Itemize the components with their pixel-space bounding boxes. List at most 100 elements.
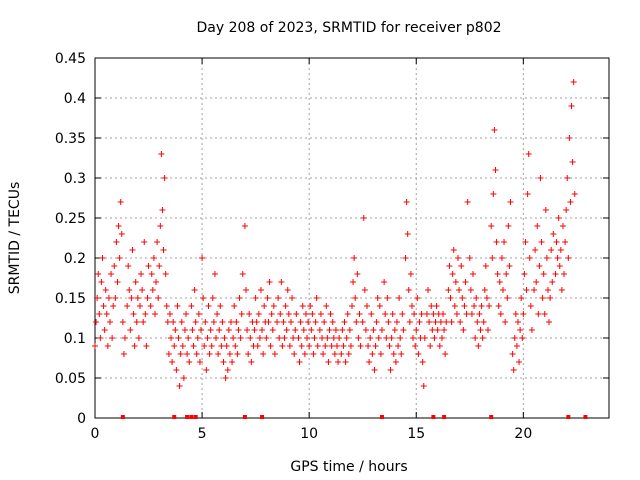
data-point <box>290 335 297 341</box>
x-event-marker <box>431 415 436 419</box>
data-point <box>410 335 417 341</box>
data-point <box>291 351 298 357</box>
data-point <box>479 335 486 341</box>
data-point <box>308 327 315 333</box>
data-point <box>559 223 566 229</box>
data-point <box>252 295 259 301</box>
data-point <box>547 295 554 301</box>
data-point <box>340 343 347 349</box>
y-tick-label: 0.1 <box>64 331 86 347</box>
data-point <box>432 319 439 325</box>
data-point <box>365 343 372 349</box>
data-point <box>391 327 398 333</box>
data-point <box>224 367 231 373</box>
data-point <box>565 255 572 261</box>
data-point <box>390 351 397 357</box>
data-point <box>356 311 363 317</box>
data-point <box>468 311 475 317</box>
data-point <box>493 239 500 245</box>
data-point <box>414 295 421 301</box>
data-point <box>534 223 541 229</box>
data-point <box>509 351 516 357</box>
data-point <box>570 79 577 85</box>
data-point <box>445 287 452 293</box>
data-point <box>375 335 382 341</box>
data-point <box>478 303 485 309</box>
data-point <box>491 127 498 133</box>
data-point <box>143 343 150 349</box>
data-point <box>527 303 534 309</box>
data-point <box>234 351 241 357</box>
data-point <box>92 343 98 349</box>
data-point <box>100 303 107 309</box>
data-point <box>482 263 489 269</box>
data-point <box>102 287 109 293</box>
data-point <box>238 311 245 317</box>
data-point <box>141 239 148 245</box>
data-point <box>186 359 193 365</box>
data-point <box>237 335 244 341</box>
data-point <box>126 287 133 293</box>
data-point <box>342 359 349 365</box>
data-point <box>207 327 214 333</box>
data-point <box>456 287 463 293</box>
data-point <box>134 295 141 301</box>
x-event-marker <box>242 415 247 419</box>
data-point <box>376 303 383 309</box>
data-point <box>452 279 459 285</box>
data-point <box>542 207 549 213</box>
data-point <box>548 247 555 253</box>
y-tick-label: 0.3 <box>64 171 86 187</box>
data-point <box>405 287 412 293</box>
data-point <box>519 335 526 341</box>
data-point <box>256 335 263 341</box>
x-event-marker <box>260 415 265 419</box>
data-point <box>441 327 448 333</box>
x-event-marker <box>583 415 588 419</box>
data-point <box>219 319 226 325</box>
data-point <box>393 319 400 325</box>
data-point <box>155 295 162 301</box>
data-point <box>411 311 418 317</box>
data-point <box>269 327 276 333</box>
data-point <box>537 175 544 181</box>
data-point <box>486 303 493 309</box>
data-point <box>144 295 151 301</box>
data-point <box>135 335 142 341</box>
x-event-marker <box>189 415 194 419</box>
data-point <box>566 135 573 141</box>
data-point <box>136 303 143 309</box>
x-event-marker <box>193 415 198 419</box>
data-point <box>386 343 393 349</box>
data-point <box>98 279 105 285</box>
data-point <box>512 311 519 317</box>
data-point <box>116 255 123 261</box>
data-point <box>242 287 249 293</box>
data-point <box>404 231 411 237</box>
data-point <box>462 279 469 285</box>
data-point <box>169 359 176 365</box>
data-point <box>266 279 273 285</box>
data-point <box>384 295 391 301</box>
data-point <box>355 335 362 341</box>
data-point <box>492 167 499 173</box>
data-point <box>450 247 457 253</box>
y-tick-label: 0.05 <box>55 371 86 387</box>
data-point <box>305 319 312 325</box>
data-point <box>484 327 491 333</box>
data-point <box>175 335 182 341</box>
data-point <box>403 199 410 205</box>
data-point <box>341 319 348 325</box>
data-point <box>426 319 433 325</box>
data-point <box>295 335 302 341</box>
data-point <box>555 215 562 221</box>
data-point <box>475 343 482 349</box>
data-point <box>101 327 108 333</box>
data-point <box>347 343 354 349</box>
data-point <box>284 287 291 293</box>
data-point <box>489 255 496 261</box>
data-point <box>378 327 385 333</box>
data-point <box>339 327 346 333</box>
data-point <box>325 359 332 365</box>
data-point <box>138 271 145 277</box>
